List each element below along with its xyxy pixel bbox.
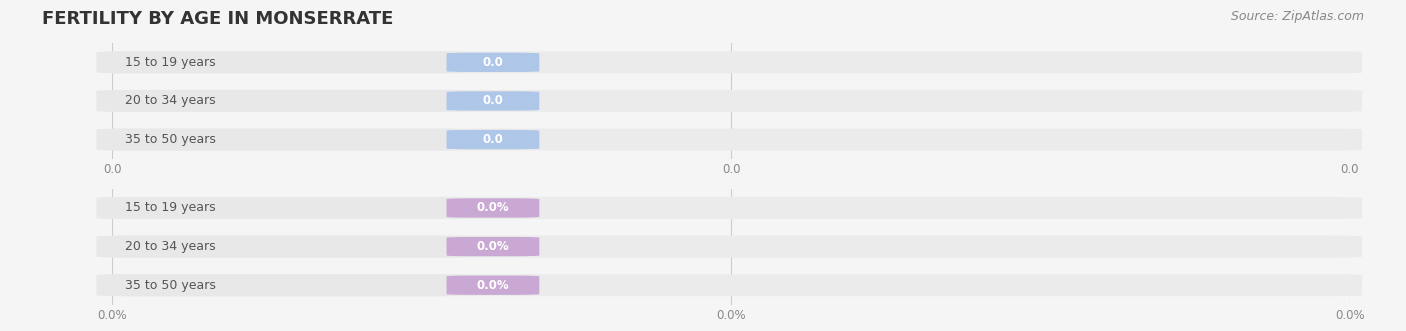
Text: 0.0%: 0.0%	[477, 202, 509, 214]
FancyBboxPatch shape	[97, 129, 463, 151]
Text: 0.0%: 0.0%	[477, 279, 509, 292]
FancyBboxPatch shape	[97, 51, 463, 73]
FancyBboxPatch shape	[100, 274, 1362, 296]
Text: 0.0: 0.0	[482, 133, 503, 146]
FancyBboxPatch shape	[447, 130, 540, 149]
FancyBboxPatch shape	[447, 237, 540, 256]
Text: 0.0: 0.0	[482, 94, 503, 108]
Text: 0.0%: 0.0%	[477, 240, 509, 253]
Text: 35 to 50 years: 35 to 50 years	[125, 133, 215, 146]
FancyBboxPatch shape	[100, 236, 1362, 258]
FancyBboxPatch shape	[100, 90, 1362, 112]
FancyBboxPatch shape	[100, 51, 1362, 73]
Text: 35 to 50 years: 35 to 50 years	[125, 279, 215, 292]
Text: 20 to 34 years: 20 to 34 years	[125, 240, 215, 253]
FancyBboxPatch shape	[97, 236, 463, 258]
FancyBboxPatch shape	[97, 274, 463, 296]
Text: 15 to 19 years: 15 to 19 years	[125, 56, 215, 69]
FancyBboxPatch shape	[100, 128, 1362, 151]
Text: 0.0: 0.0	[482, 56, 503, 69]
FancyBboxPatch shape	[97, 197, 463, 219]
Text: FERTILITY BY AGE IN MONSERRATE: FERTILITY BY AGE IN MONSERRATE	[42, 10, 394, 28]
FancyBboxPatch shape	[447, 275, 540, 295]
FancyBboxPatch shape	[97, 90, 463, 112]
FancyBboxPatch shape	[447, 53, 540, 72]
Text: 15 to 19 years: 15 to 19 years	[125, 202, 215, 214]
FancyBboxPatch shape	[100, 197, 1362, 219]
Text: Source: ZipAtlas.com: Source: ZipAtlas.com	[1230, 10, 1364, 23]
FancyBboxPatch shape	[447, 91, 540, 111]
FancyBboxPatch shape	[447, 198, 540, 218]
Text: 20 to 34 years: 20 to 34 years	[125, 94, 215, 108]
